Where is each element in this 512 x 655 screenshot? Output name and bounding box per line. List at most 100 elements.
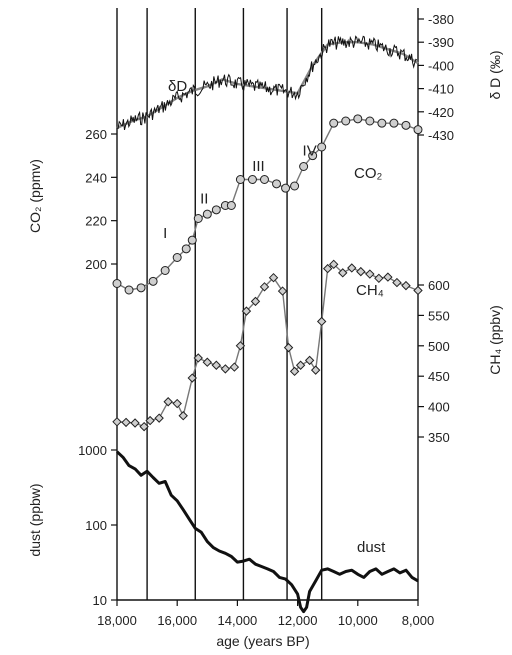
ch4-point [145, 415, 155, 426]
x-axis-title: age (years BP) [216, 633, 309, 649]
dD-tick-label: -400 [428, 58, 454, 73]
x-tick-label: 18,000 [97, 613, 137, 628]
ch4-point [356, 266, 366, 277]
ch4-tick-label: 500 [428, 339, 450, 354]
period-boundary-lines [116, 8, 419, 601]
ch4-point [277, 286, 288, 296]
co2-tick-label: 260 [85, 127, 107, 142]
series-label-dd: δD [168, 78, 187, 95]
ch4-point [187, 373, 197, 383]
ch4-point [338, 268, 348, 278]
ch4-point [322, 263, 333, 274]
series-line-co2 [116, 118, 419, 291]
ch4-point [154, 413, 164, 423]
co2-point [308, 151, 318, 161]
ch4-point [304, 355, 315, 366]
ch4-point [289, 366, 300, 377]
co2-tick-label: 240 [85, 170, 107, 185]
series-line-dD-raw [116, 35, 418, 131]
ch4-point [121, 417, 131, 428]
ch4-point [139, 421, 149, 432]
co2-point [317, 142, 327, 152]
ch4-point [229, 362, 240, 372]
ch4-point [112, 417, 122, 427]
co2-point [112, 279, 122, 288]
series-markers [112, 114, 423, 432]
co2-point [202, 209, 212, 219]
co2-point [389, 118, 399, 128]
period-label: III [252, 158, 265, 175]
ch4-point [202, 357, 213, 367]
co2-point [259, 175, 269, 184]
ch4-point [250, 296, 261, 307]
ch4-point [392, 277, 402, 288]
ch4-point [178, 411, 188, 421]
ch4-point [347, 263, 357, 273]
series-line-dust [115, 450, 419, 614]
ch4-tick-label: 450 [428, 369, 450, 384]
co2-point [299, 162, 309, 171]
ch4-point [374, 273, 384, 284]
ch4-axis-title: CH₄ (ppbv) [487, 305, 503, 375]
dust-tick-label: 100 [85, 518, 107, 533]
co2-point [193, 214, 203, 223]
x-tick-label: 10,000 [338, 613, 378, 628]
co2-point [353, 114, 363, 124]
ch4-point [283, 342, 294, 353]
ch4-point [268, 272, 279, 283]
co2-point [281, 183, 291, 193]
co2-point [136, 283, 146, 293]
co2-point [341, 116, 351, 126]
dD-tick-label: -430 [428, 128, 454, 143]
dD-tick-label: -420 [428, 105, 454, 120]
ch4-point [163, 397, 173, 407]
ch4-point [295, 360, 306, 370]
co2-point [365, 116, 375, 126]
co2-point [181, 244, 191, 254]
dD-tick-label: -410 [428, 82, 454, 97]
x-tick-label: 14,000 [218, 613, 258, 628]
ch4-point [241, 306, 252, 316]
ch4-tick-label: 400 [428, 400, 450, 415]
series-label-dust: dust [357, 539, 386, 556]
co2-point [235, 175, 245, 184]
dD-tick-label: -380 [428, 12, 454, 27]
series-label-ch4: CH₄ [356, 282, 384, 299]
ch4-point [193, 353, 203, 363]
co2-point [290, 181, 300, 191]
dust-tick-label: 10 [93, 593, 107, 608]
co2-point [187, 235, 197, 245]
tick-labels: 18,000 16,000 14,000 12,000 10,000 8,000 -380 -… [78, 12, 454, 628]
ch4-point [401, 280, 411, 291]
ch4-point [220, 364, 231, 374]
co2-point [211, 205, 221, 215]
co2-point [172, 253, 182, 262]
co2-point [148, 276, 158, 286]
co2-point [247, 175, 257, 184]
dust-tick-label: 1000 [78, 443, 107, 458]
dust-axis-title: dust (ppbw) [27, 483, 43, 556]
ch4-tick-label: 350 [428, 430, 450, 445]
ch4-point [329, 259, 339, 270]
co2-point [329, 118, 339, 128]
co2-point [377, 118, 387, 128]
series-label-co2: CO₂ [354, 165, 383, 182]
ch4-point [310, 365, 321, 375]
ch4-point [383, 272, 393, 282]
dd-axis-title: δ D (‰) [487, 50, 503, 99]
x-tick-label: 8,000 [402, 613, 435, 628]
co2-tick-label: 220 [85, 214, 107, 229]
co2-point [226, 201, 236, 210]
co2-tick-label: 200 [85, 257, 107, 272]
co2-point [160, 266, 170, 275]
ch4-tick-label: 550 [428, 308, 450, 323]
ch4-point [413, 285, 423, 296]
period-label: I [163, 225, 167, 242]
x-tick-label: 12,000 [278, 613, 318, 628]
ch4-point [211, 360, 222, 370]
dD-tick-label: -390 [428, 35, 454, 50]
ch4-tick-label: 600 [428, 278, 450, 293]
ch4-point [316, 316, 327, 327]
co2-point [401, 120, 411, 130]
